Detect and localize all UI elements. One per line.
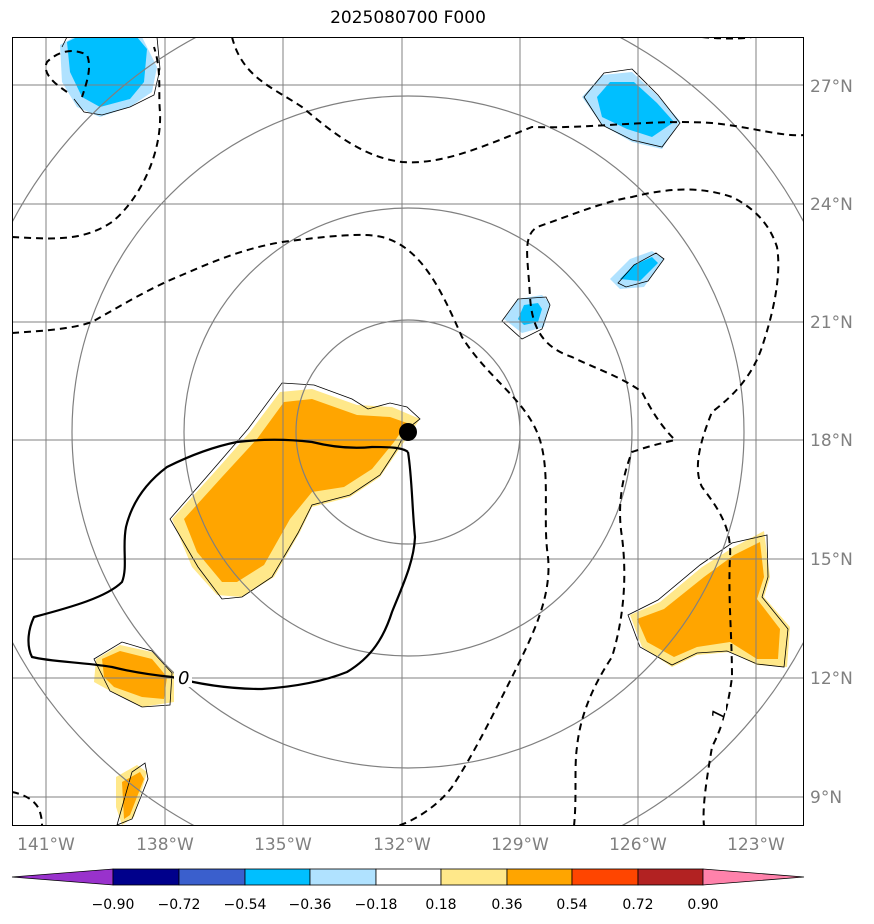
colorbar-bin — [309, 868, 377, 886]
lat-tick-label: 24°N — [810, 195, 853, 215]
negative-region-northwest — [67, 37, 147, 107]
colorbar-bin — [11, 868, 114, 886]
negative-region-center-east — [518, 303, 542, 325]
map-plot: 0 1 — [12, 37, 804, 826]
colorbar-label: −0.90 — [92, 897, 135, 913]
lon-tick-label: 123°W — [727, 835, 785, 855]
lat-tick-label: 15°N — [810, 550, 853, 570]
lon-tick-label: 135°W — [254, 835, 312, 855]
colorbar-bin — [112, 868, 180, 886]
colorbar-label: −0.36 — [289, 897, 332, 913]
colorbar-label: 0.36 — [491, 897, 522, 913]
negative-anomaly-regions — [60, 37, 680, 333]
dashed-contours — [12, 37, 804, 826]
lon-tick-label: 141°W — [17, 835, 75, 855]
map-title: 2025080700 F000 — [330, 8, 486, 28]
colorbar-label: −0.72 — [158, 897, 201, 913]
contour-label-one: 1 — [708, 706, 731, 722]
shading-outlines — [61, 37, 789, 826]
colorbar-bin — [702, 868, 805, 886]
colorbar-bin — [244, 868, 311, 886]
negative-region-northeast — [597, 82, 674, 137]
lat-tick-label: 21°N — [810, 313, 853, 333]
colorbar-bin — [440, 868, 508, 886]
positive-region-central-core — [184, 399, 407, 582]
colorbar-label: −0.54 — [224, 897, 267, 913]
colorbar-bin — [571, 868, 639, 886]
range-rings — [12, 37, 804, 826]
lat-tick-label: 12°N — [810, 669, 853, 689]
positive-anomaly-regions — [94, 389, 790, 825]
positive-region-southeast-core — [637, 542, 780, 659]
colorbar-bin — [506, 868, 573, 886]
negative-region-east — [620, 257, 658, 281]
colorbar-bin — [375, 868, 442, 886]
lon-tick-label: 126°W — [609, 835, 667, 855]
positive-region-southwest-core — [102, 651, 167, 699]
colorbar-label: 0.90 — [687, 897, 718, 913]
lat-tick-label: 27°N — [810, 77, 853, 97]
colorbar-bin — [178, 868, 246, 886]
lat-tick-label: 9°N — [810, 788, 842, 808]
colorbar-label: 0.18 — [425, 897, 456, 913]
colorbar — [11, 868, 805, 886]
contour-label-zero: 0 — [178, 668, 189, 689]
colorbar-bin — [637, 868, 704, 886]
positive-region-bottom-core — [122, 772, 144, 819]
lon-tick-label: 138°W — [136, 835, 194, 855]
plot-border — [12, 37, 804, 826]
colorbar-label: −0.18 — [355, 897, 398, 913]
storm-center-marker — [399, 423, 417, 441]
lon-tick-label: 132°W — [373, 835, 431, 855]
colorbar-label: 0.54 — [556, 897, 587, 913]
lon-tick-label: 129°W — [491, 835, 549, 855]
colorbar-label: 0.72 — [622, 897, 653, 913]
lat-tick-label: 18°N — [810, 431, 853, 451]
zero-contour — [27, 438, 417, 691]
